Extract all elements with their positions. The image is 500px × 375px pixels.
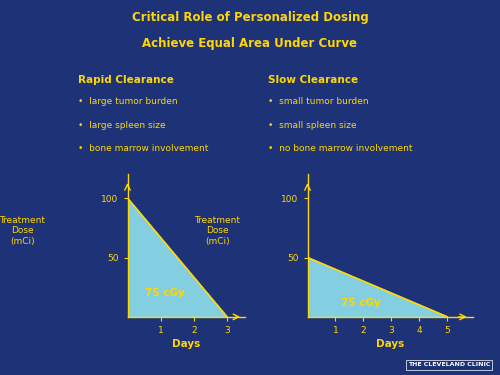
Text: •  large spleen size: • large spleen size: [78, 121, 165, 130]
Text: Critical Role of Personalized Dosing: Critical Role of Personalized Dosing: [132, 11, 368, 24]
Text: Treatment
Dose
(mCi): Treatment Dose (mCi): [194, 216, 240, 246]
Text: 75 cGy: 75 cGy: [146, 288, 185, 297]
Text: •  no bone marrow involvement: • no bone marrow involvement: [268, 144, 412, 153]
Text: Days: Days: [376, 339, 404, 349]
Text: Treatment
Dose
(mCi): Treatment Dose (mCi): [0, 216, 46, 246]
Polygon shape: [308, 258, 448, 317]
Text: Achieve Equal Area Under Curve: Achieve Equal Area Under Curve: [142, 38, 358, 51]
Text: Days: Days: [172, 339, 201, 349]
Text: •  bone marrow involvement: • bone marrow involvement: [78, 144, 208, 153]
Text: Rapid Clearance: Rapid Clearance: [78, 75, 174, 85]
Text: •  small spleen size: • small spleen size: [268, 121, 356, 130]
Text: •  large tumor burden: • large tumor burden: [78, 98, 177, 106]
Text: •  small tumor burden: • small tumor burden: [268, 98, 368, 106]
Polygon shape: [128, 198, 227, 317]
Text: Slow Clearance: Slow Clearance: [268, 75, 358, 85]
Text: 75 cGy: 75 cGy: [341, 298, 380, 308]
Text: THE CLEVELAND CLINIC: THE CLEVELAND CLINIC: [408, 363, 490, 368]
